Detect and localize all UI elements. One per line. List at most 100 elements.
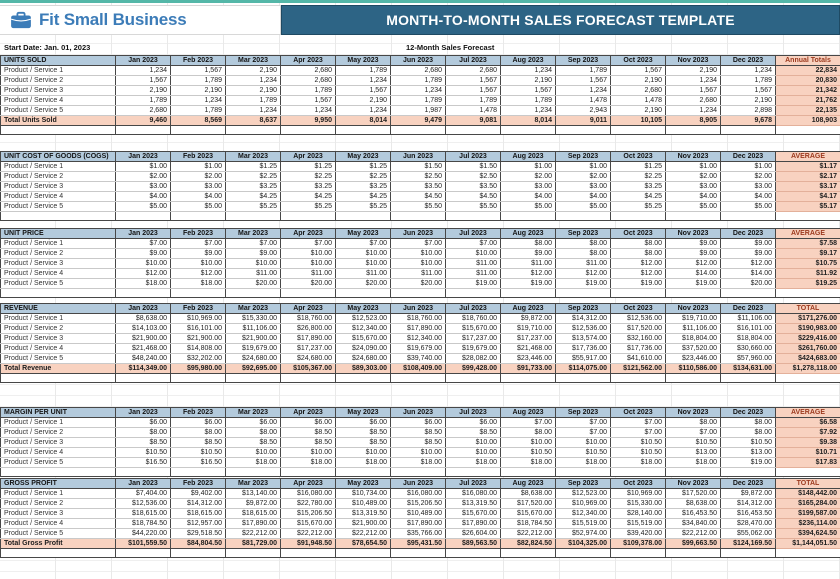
value-cell[interactable]: $7.00 [555, 427, 611, 438]
month-header-cell[interactable]: Mar 2023 [225, 151, 281, 162]
value-cell[interactable]: 1,567 [610, 65, 666, 76]
total-value-cell[interactable]: $101,559.50 [115, 538, 171, 549]
empty-cell[interactable] [280, 288, 336, 298]
value-cell[interactable]: 1,789 [500, 95, 556, 106]
value-cell[interactable]: $17,520.00 [665, 488, 721, 499]
value-cell[interactable]: $9.00 [665, 238, 721, 249]
value-cell[interactable]: $2.25 [225, 171, 281, 182]
value-cell[interactable]: $4.00 [500, 191, 556, 202]
month-header-cell[interactable]: Feb 2023 [170, 55, 226, 66]
month-header-cell[interactable]: Aug 2023 [500, 151, 556, 162]
value-cell[interactable]: 1,789 [390, 95, 446, 106]
summary-value-cell[interactable]: $10.71 [775, 447, 840, 458]
month-header-cell[interactable]: May 2023 [335, 303, 391, 314]
value-cell[interactable]: 2,190 [225, 65, 281, 76]
value-cell[interactable]: $8.50 [115, 437, 171, 448]
summary-value-cell[interactable]: $6.58 [775, 417, 840, 428]
value-cell[interactable]: $18.00 [335, 457, 391, 468]
summary-value-cell[interactable]: $394,624.50 [775, 528, 840, 539]
value-cell[interactable]: 1,478 [610, 95, 666, 106]
empty-cell[interactable] [225, 467, 281, 477]
value-cell[interactable]: $2.00 [170, 171, 226, 182]
row-label-cell[interactable]: Product / Service 3 [0, 258, 116, 269]
value-cell[interactable]: $20.00 [335, 278, 391, 289]
month-header-cell[interactable]: Nov 2023 [665, 55, 721, 66]
value-cell[interactable]: $28,140.00 [610, 508, 666, 519]
value-cell[interactable]: $8.00 [115, 427, 171, 438]
empty-cell[interactable] [335, 288, 391, 298]
value-cell[interactable]: $10,489.00 [390, 508, 446, 519]
summary-value-cell[interactable]: $199,587.00 [775, 508, 840, 519]
summary-value-cell[interactable]: 22,834 [775, 65, 840, 76]
value-cell[interactable]: $12,523.00 [335, 313, 391, 324]
empty-cell[interactable] [115, 125, 171, 135]
empty-cell[interactable] [665, 211, 721, 221]
empty-cell[interactable] [775, 288, 840, 298]
empty-cell[interactable] [0, 288, 116, 298]
empty-cell[interactable] [115, 288, 171, 298]
month-header-cell[interactable]: Nov 2023 [665, 303, 721, 314]
month-header-cell[interactable]: Aug 2023 [500, 55, 556, 66]
empty-cell[interactable] [720, 125, 776, 135]
month-header-cell[interactable]: Oct 2023 [610, 407, 666, 418]
month-header-cell[interactable]: Oct 2023 [610, 478, 666, 489]
value-cell[interactable]: $7.00 [390, 238, 446, 249]
row-label-cell[interactable]: Product / Service 2 [0, 248, 116, 259]
value-cell[interactable]: $22,212.00 [225, 528, 281, 539]
month-header-cell[interactable]: Nov 2023 [665, 151, 721, 162]
row-label-cell[interactable]: Product / Service 1 [0, 65, 116, 76]
value-cell[interactable]: $11.00 [390, 268, 446, 279]
month-header-cell[interactable]: Oct 2023 [610, 151, 666, 162]
month-header-cell[interactable]: Apr 2023 [280, 151, 336, 162]
value-cell[interactable]: 2,190 [170, 85, 226, 96]
summary-value-cell[interactable]: $19.25 [775, 278, 840, 289]
value-cell[interactable]: $17,890.00 [390, 323, 446, 334]
value-cell[interactable]: $1.50 [445, 161, 501, 172]
value-cell[interactable]: $10.00 [280, 447, 336, 458]
empty-cell[interactable] [720, 211, 776, 221]
value-cell[interactable]: $2.25 [280, 171, 336, 182]
value-cell[interactable]: $15,206.50 [280, 508, 336, 519]
value-cell[interactable]: $3.00 [115, 181, 171, 192]
empty-cell[interactable] [555, 467, 611, 477]
empty-cell[interactable] [775, 211, 840, 221]
value-cell[interactable]: $55,917.00 [555, 353, 611, 364]
value-cell[interactable]: $12,536.00 [555, 323, 611, 334]
value-cell[interactable]: $10.00 [115, 258, 171, 269]
value-cell[interactable]: 1,234 [500, 105, 556, 116]
month-header-cell[interactable]: Jun 2023 [390, 228, 446, 239]
value-cell[interactable]: 2,190 [720, 95, 776, 106]
empty-cell[interactable] [555, 373, 611, 383]
value-cell[interactable]: $18,784.50 [115, 518, 171, 529]
value-cell[interactable]: $12,340.00 [555, 508, 611, 519]
value-cell[interactable]: $9,402.00 [170, 488, 226, 499]
month-header-cell[interactable]: Sep 2023 [555, 228, 611, 239]
value-cell[interactable]: $10,969.00 [610, 488, 666, 499]
value-cell[interactable]: $8.00 [610, 248, 666, 259]
empty-cell[interactable] [225, 373, 281, 383]
value-cell[interactable]: $15,330.00 [225, 313, 281, 324]
value-cell[interactable]: $10.00 [445, 447, 501, 458]
value-cell[interactable]: $16,101.00 [170, 323, 226, 334]
value-cell[interactable]: $5.00 [115, 201, 171, 212]
value-cell[interactable]: $1.25 [280, 161, 336, 172]
value-cell[interactable]: 2,190 [225, 85, 281, 96]
value-cell[interactable]: $7.00 [610, 427, 666, 438]
month-header-cell[interactable]: Apr 2023 [280, 478, 336, 489]
value-cell[interactable]: $10.00 [170, 258, 226, 269]
value-cell[interactable]: $10.00 [280, 248, 336, 259]
month-header-cell[interactable]: Sep 2023 [555, 303, 611, 314]
value-cell[interactable]: $21,468.00 [500, 343, 556, 354]
value-cell[interactable]: $18,615.00 [170, 508, 226, 519]
value-cell[interactable]: $1.00 [170, 161, 226, 172]
value-cell[interactable]: $3.00 [720, 181, 776, 192]
value-cell[interactable]: $3.50 [445, 181, 501, 192]
value-cell[interactable]: $29,518.50 [170, 528, 226, 539]
summary-value-cell[interactable]: $148,442.00 [775, 488, 840, 499]
empty-cell[interactable] [445, 211, 501, 221]
value-cell[interactable]: $12.00 [115, 268, 171, 279]
value-cell[interactable]: $7.00 [500, 417, 556, 428]
total-value-cell[interactable]: 9,081 [445, 115, 501, 126]
value-cell[interactable]: $5.00 [555, 201, 611, 212]
month-header-cell[interactable]: Nov 2023 [665, 228, 721, 239]
